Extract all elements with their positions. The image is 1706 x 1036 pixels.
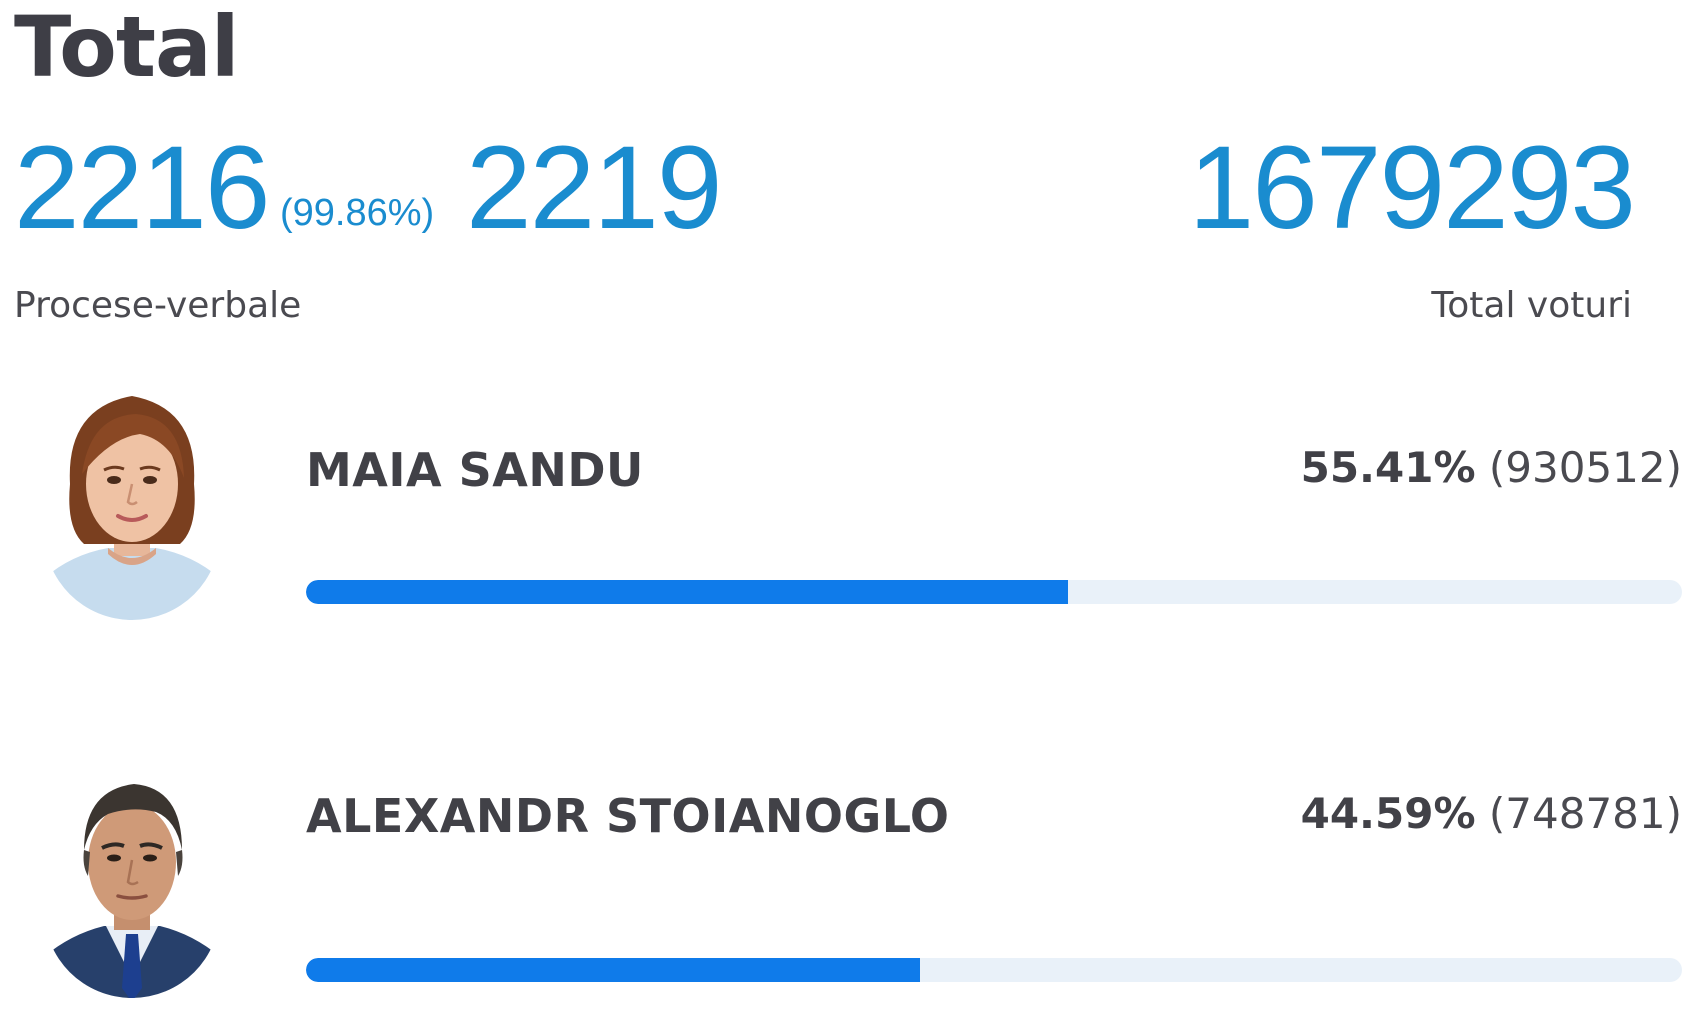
stations-label: Procese-verbale <box>14 285 302 326</box>
candidate-votes: (930512) <box>1488 443 1682 492</box>
vote-bar-fill <box>306 958 920 982</box>
total-votes-count: 1679293 <box>1188 122 1636 254</box>
vote-bar-track <box>306 958 1682 982</box>
candidate-row: ALEXANDR STOIANOGLO 44.59% (748781) <box>0 766 1706 1026</box>
page-title: Total <box>14 0 239 96</box>
man-portrait-icon <box>44 766 220 998</box>
candidate-result: 44.59% (748781) <box>1301 784 1682 844</box>
candidate-result: 55.41% (930512) <box>1301 438 1682 498</box>
vote-bar-track <box>306 580 1682 604</box>
vote-bar-fill <box>306 580 1069 604</box>
processed-percent: (99.86%) <box>280 192 435 234</box>
candidate-votes: (748781) <box>1488 789 1682 838</box>
candidate-percent: 55.41% <box>1300 443 1476 492</box>
candidate-row: MAIA SANDU 55.41% (930512) <box>0 388 1706 648</box>
stats-row: 2216 (99.86%) 2219 1679293 <box>14 122 1636 254</box>
processed-count: 2216 <box>14 122 271 254</box>
votes-label: Total voturi <box>1431 285 1632 326</box>
candidate-name: MAIA SANDU <box>306 443 644 497</box>
candidate-name: ALEXANDR STOIANOGLO <box>306 789 950 843</box>
woman-portrait-icon <box>44 388 220 620</box>
candidate-percent: 44.59% <box>1300 789 1476 838</box>
total-stations-count: 2219 <box>466 122 723 254</box>
